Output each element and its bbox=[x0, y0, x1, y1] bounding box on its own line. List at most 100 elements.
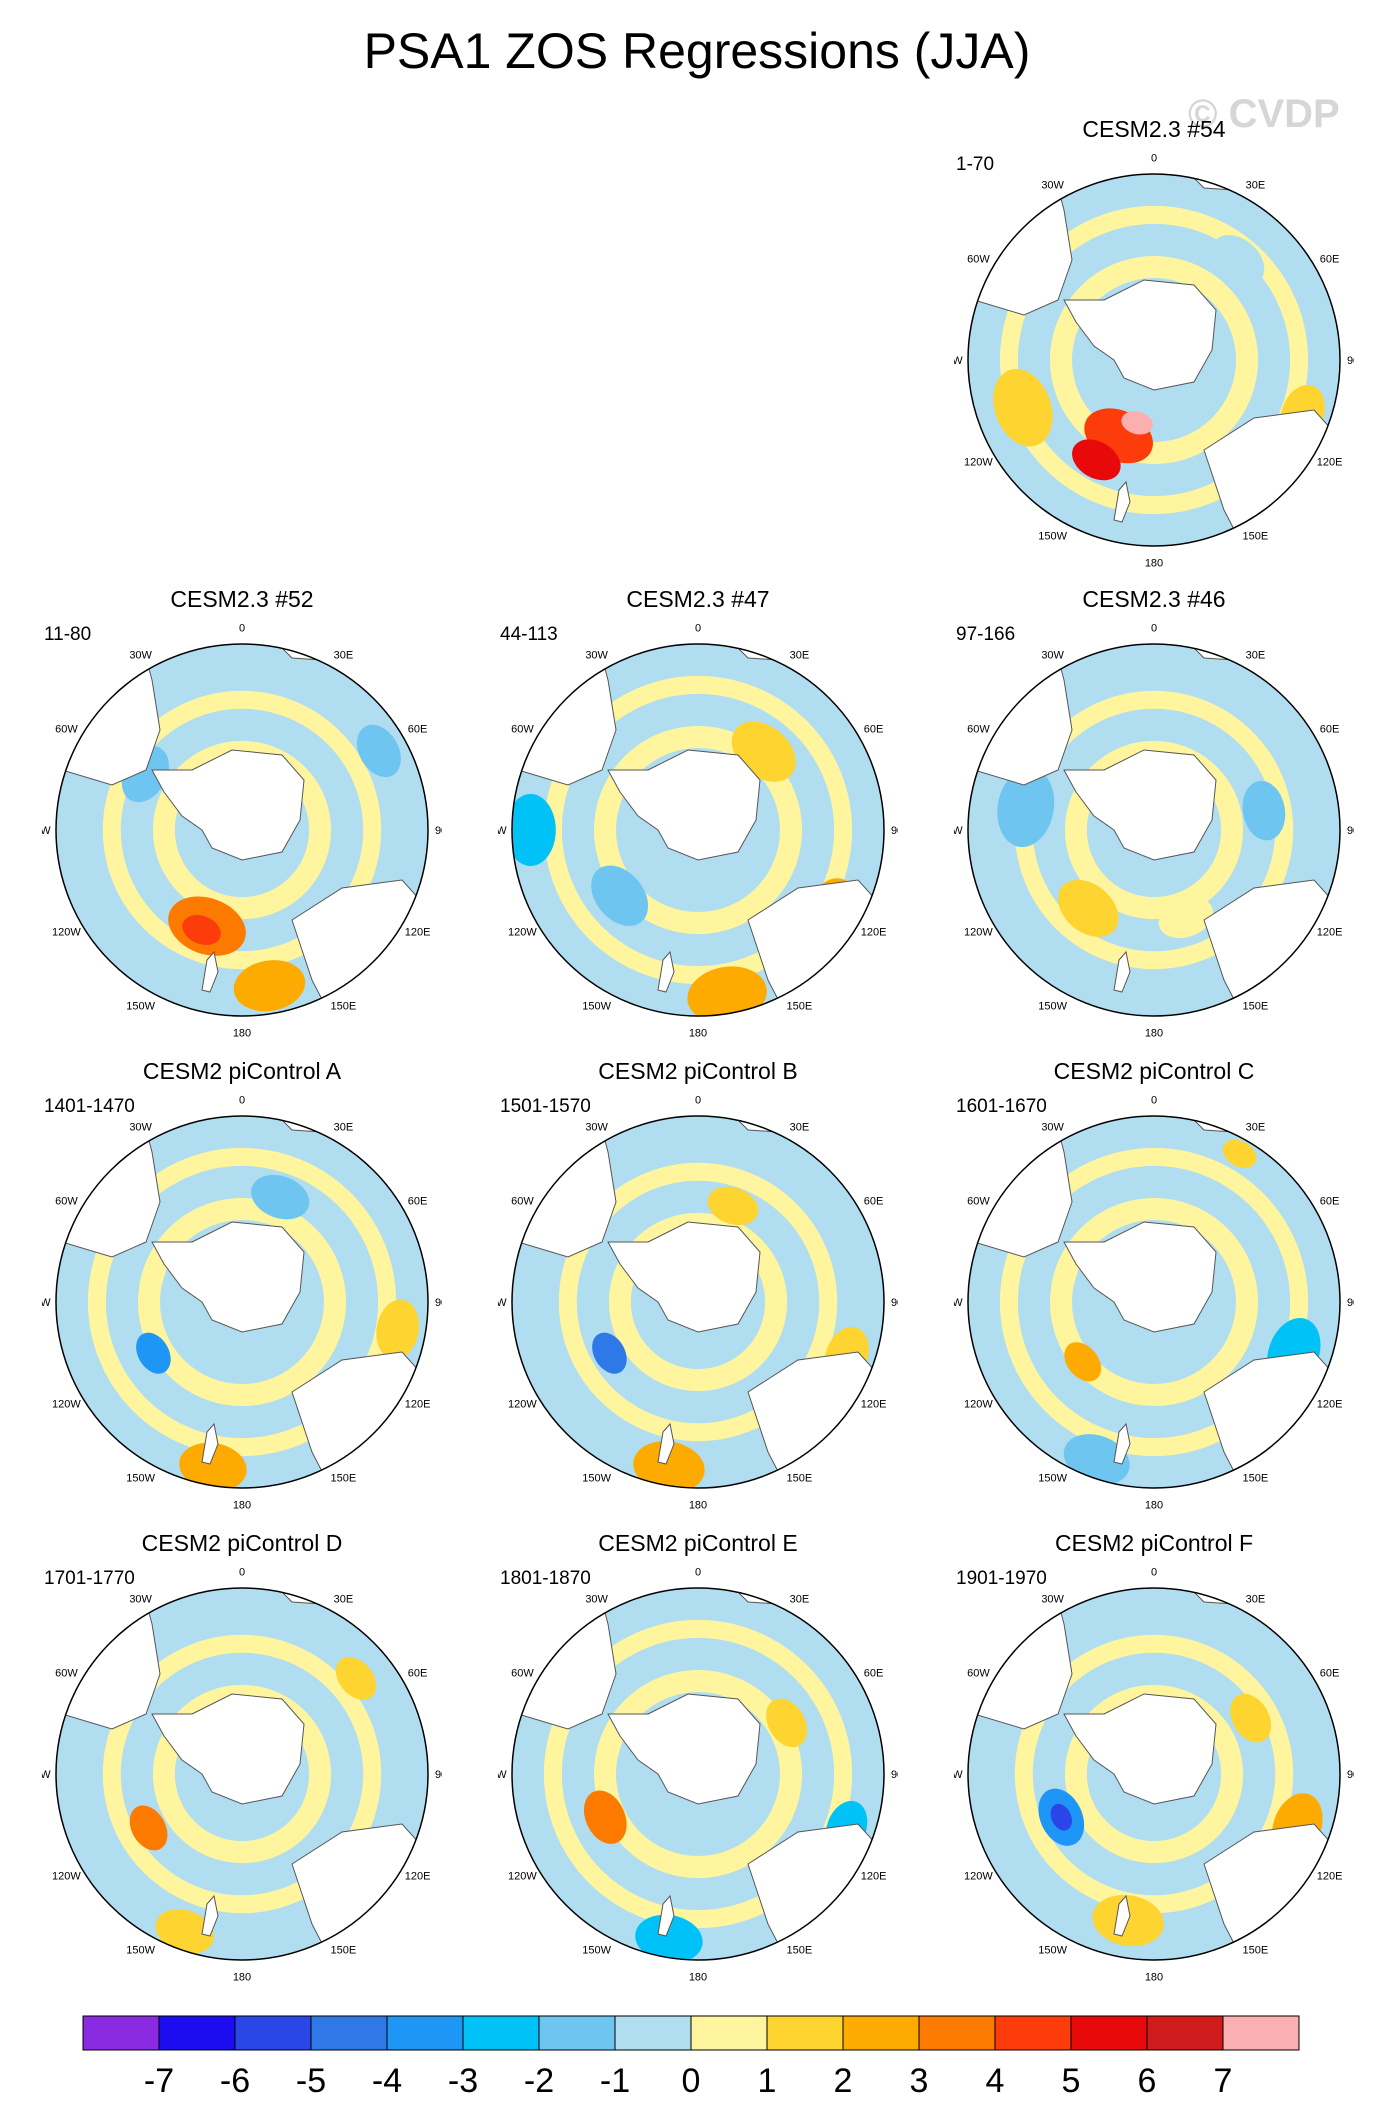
land-new-zealand bbox=[1113, 1422, 1131, 1465]
longitude-label: 120E bbox=[861, 926, 887, 938]
polar-map: 0 30E 60E 90E 120E 150E 180 150W 120W 90W 60W 30W bbox=[954, 622, 1354, 1038]
panel-title: CESM2.3 #52 bbox=[170, 586, 314, 612]
colorbar-label: -4 bbox=[372, 2062, 402, 2100]
longitude-label: 180 bbox=[233, 1028, 251, 1038]
anomaly-blob bbox=[376, 1299, 420, 1360]
longitude-label: 30W bbox=[129, 1593, 152, 1605]
map-boundary bbox=[55, 1587, 429, 1961]
longitude-label: 60W bbox=[55, 1668, 78, 1680]
longitude-label: 0 bbox=[695, 1094, 701, 1106]
longitude-label: 0 bbox=[1151, 1566, 1157, 1578]
longitude-label: 30W bbox=[1041, 649, 1064, 661]
longitude-label: 120W bbox=[964, 1398, 993, 1410]
longitude-label: 120W bbox=[964, 456, 993, 468]
longitude-label: 0 bbox=[1151, 622, 1157, 634]
longitude-label: 60W bbox=[511, 724, 534, 736]
map-boundary bbox=[967, 1587, 1341, 1961]
colorbar-swatch bbox=[538, 2015, 616, 2051]
longitude-label: 90E bbox=[435, 1297, 442, 1309]
land-new-zealand bbox=[657, 1894, 675, 1937]
longitude-label: 120W bbox=[52, 926, 81, 938]
longitude-label: 30E bbox=[790, 1593, 810, 1605]
longitude-label: 150W bbox=[126, 1001, 155, 1013]
longitude-label: 180 bbox=[689, 1028, 707, 1038]
longitude-label: 90E bbox=[891, 825, 898, 837]
land-new-zealand bbox=[201, 1894, 219, 1937]
polar-map: 0 30E 60E 90E 120E 150E 180 150W 120W 90W 60W 30W bbox=[954, 1094, 1354, 1510]
land-new-zealand bbox=[201, 950, 219, 993]
longitude-label: 30E bbox=[1246, 179, 1266, 191]
panel-years: 97-166 bbox=[956, 624, 1016, 645]
anomaly-band bbox=[558, 1162, 838, 1442]
longitude-label: 90W bbox=[954, 355, 963, 367]
longitude-label: 120E bbox=[1317, 1870, 1343, 1882]
longitude-label: 30E bbox=[790, 649, 810, 661]
longitude-label: 150E bbox=[787, 1001, 813, 1013]
map-boundary bbox=[967, 1115, 1341, 1489]
longitude-label: 60W bbox=[967, 724, 990, 736]
anomaly-blob bbox=[179, 1442, 247, 1488]
anomaly-blob bbox=[1058, 879, 1119, 937]
anomaly-blob bbox=[251, 1174, 310, 1220]
anomaly-blob bbox=[1242, 780, 1286, 841]
longitude-label: 90E bbox=[891, 1769, 898, 1781]
longitude-label: 150E bbox=[787, 1945, 813, 1957]
longitude-label: 30E bbox=[334, 1121, 354, 1133]
land-new-zealand bbox=[1113, 950, 1131, 993]
longitude-label: 30W bbox=[1041, 179, 1064, 191]
longitude-label: 120E bbox=[405, 1870, 431, 1882]
map-boundary bbox=[967, 173, 1341, 547]
longitude-label: 150E bbox=[331, 1473, 357, 1485]
land-antarctica bbox=[1063, 1221, 1217, 1333]
longitude-label: 120E bbox=[405, 1398, 431, 1410]
longitude-label: 30W bbox=[1041, 1121, 1064, 1133]
anomaly-blob bbox=[1050, 1803, 1072, 1831]
longitude-label: 30W bbox=[1041, 1593, 1064, 1605]
colorbar-label: 4 bbox=[986, 2062, 1005, 2100]
panel-years: 1901-1970 bbox=[956, 1568, 1047, 1589]
longitude-label: 90W bbox=[954, 1297, 963, 1309]
land-new-zealand bbox=[1113, 1894, 1131, 1937]
longitude-label: 90W bbox=[954, 825, 963, 837]
longitude-label: 0 bbox=[1151, 152, 1157, 164]
land-new-zealand bbox=[1113, 480, 1131, 523]
colorbar-swatch bbox=[310, 2015, 388, 2051]
longitude-label: 180 bbox=[1145, 558, 1163, 568]
longitude-label: 120E bbox=[1317, 926, 1343, 938]
longitude-label: 120W bbox=[52, 1870, 81, 1882]
longitude-label: 90W bbox=[498, 825, 507, 837]
longitude-label: 120W bbox=[508, 1398, 537, 1410]
longitude-label: 90E bbox=[435, 825, 442, 837]
longitude-label: 30W bbox=[129, 1121, 152, 1133]
longitude-label: 120W bbox=[964, 1870, 993, 1882]
longitude-label: 120W bbox=[508, 1870, 537, 1882]
map-boundary bbox=[55, 643, 429, 1017]
longitude-label: 0 bbox=[239, 1094, 245, 1106]
anomaly-blob bbox=[633, 1441, 705, 1488]
anomaly-blob bbox=[335, 1657, 377, 1700]
panel-years: 1701-1770 bbox=[44, 1568, 135, 1589]
longitude-label: 60W bbox=[511, 1196, 534, 1208]
map-boundary bbox=[511, 1587, 885, 1961]
colorbar-swatch bbox=[386, 2015, 464, 2051]
land-antarctica bbox=[1063, 1693, 1217, 1805]
anomaly-blob bbox=[592, 1332, 627, 1374]
anomaly-blob bbox=[1072, 439, 1121, 481]
colorbar-swatch bbox=[994, 2015, 1072, 2051]
longitude-label: 30E bbox=[1246, 1593, 1266, 1605]
longitude-label: 30E bbox=[790, 1121, 810, 1133]
anomaly-band bbox=[1050, 256, 1258, 464]
longitude-label: 90W bbox=[498, 1297, 507, 1309]
longitude-label: 90W bbox=[954, 1769, 963, 1781]
land-antarctica bbox=[607, 1221, 761, 1333]
colorbar-label: 6 bbox=[1138, 2062, 1157, 2100]
longitude-label: 30E bbox=[334, 1593, 354, 1605]
panel-title: CESM2 piControl C bbox=[1053, 1058, 1255, 1084]
panel-title: CESM2.3 #47 bbox=[626, 586, 770, 612]
longitude-label: 60E bbox=[1320, 1668, 1340, 1680]
anomaly-blob bbox=[1211, 235, 1265, 286]
colorbar-swatch bbox=[614, 2015, 692, 2051]
anomaly-band bbox=[594, 1670, 802, 1878]
colorbar-label: -2 bbox=[524, 2062, 554, 2100]
longitude-label: 180 bbox=[1145, 1500, 1163, 1510]
